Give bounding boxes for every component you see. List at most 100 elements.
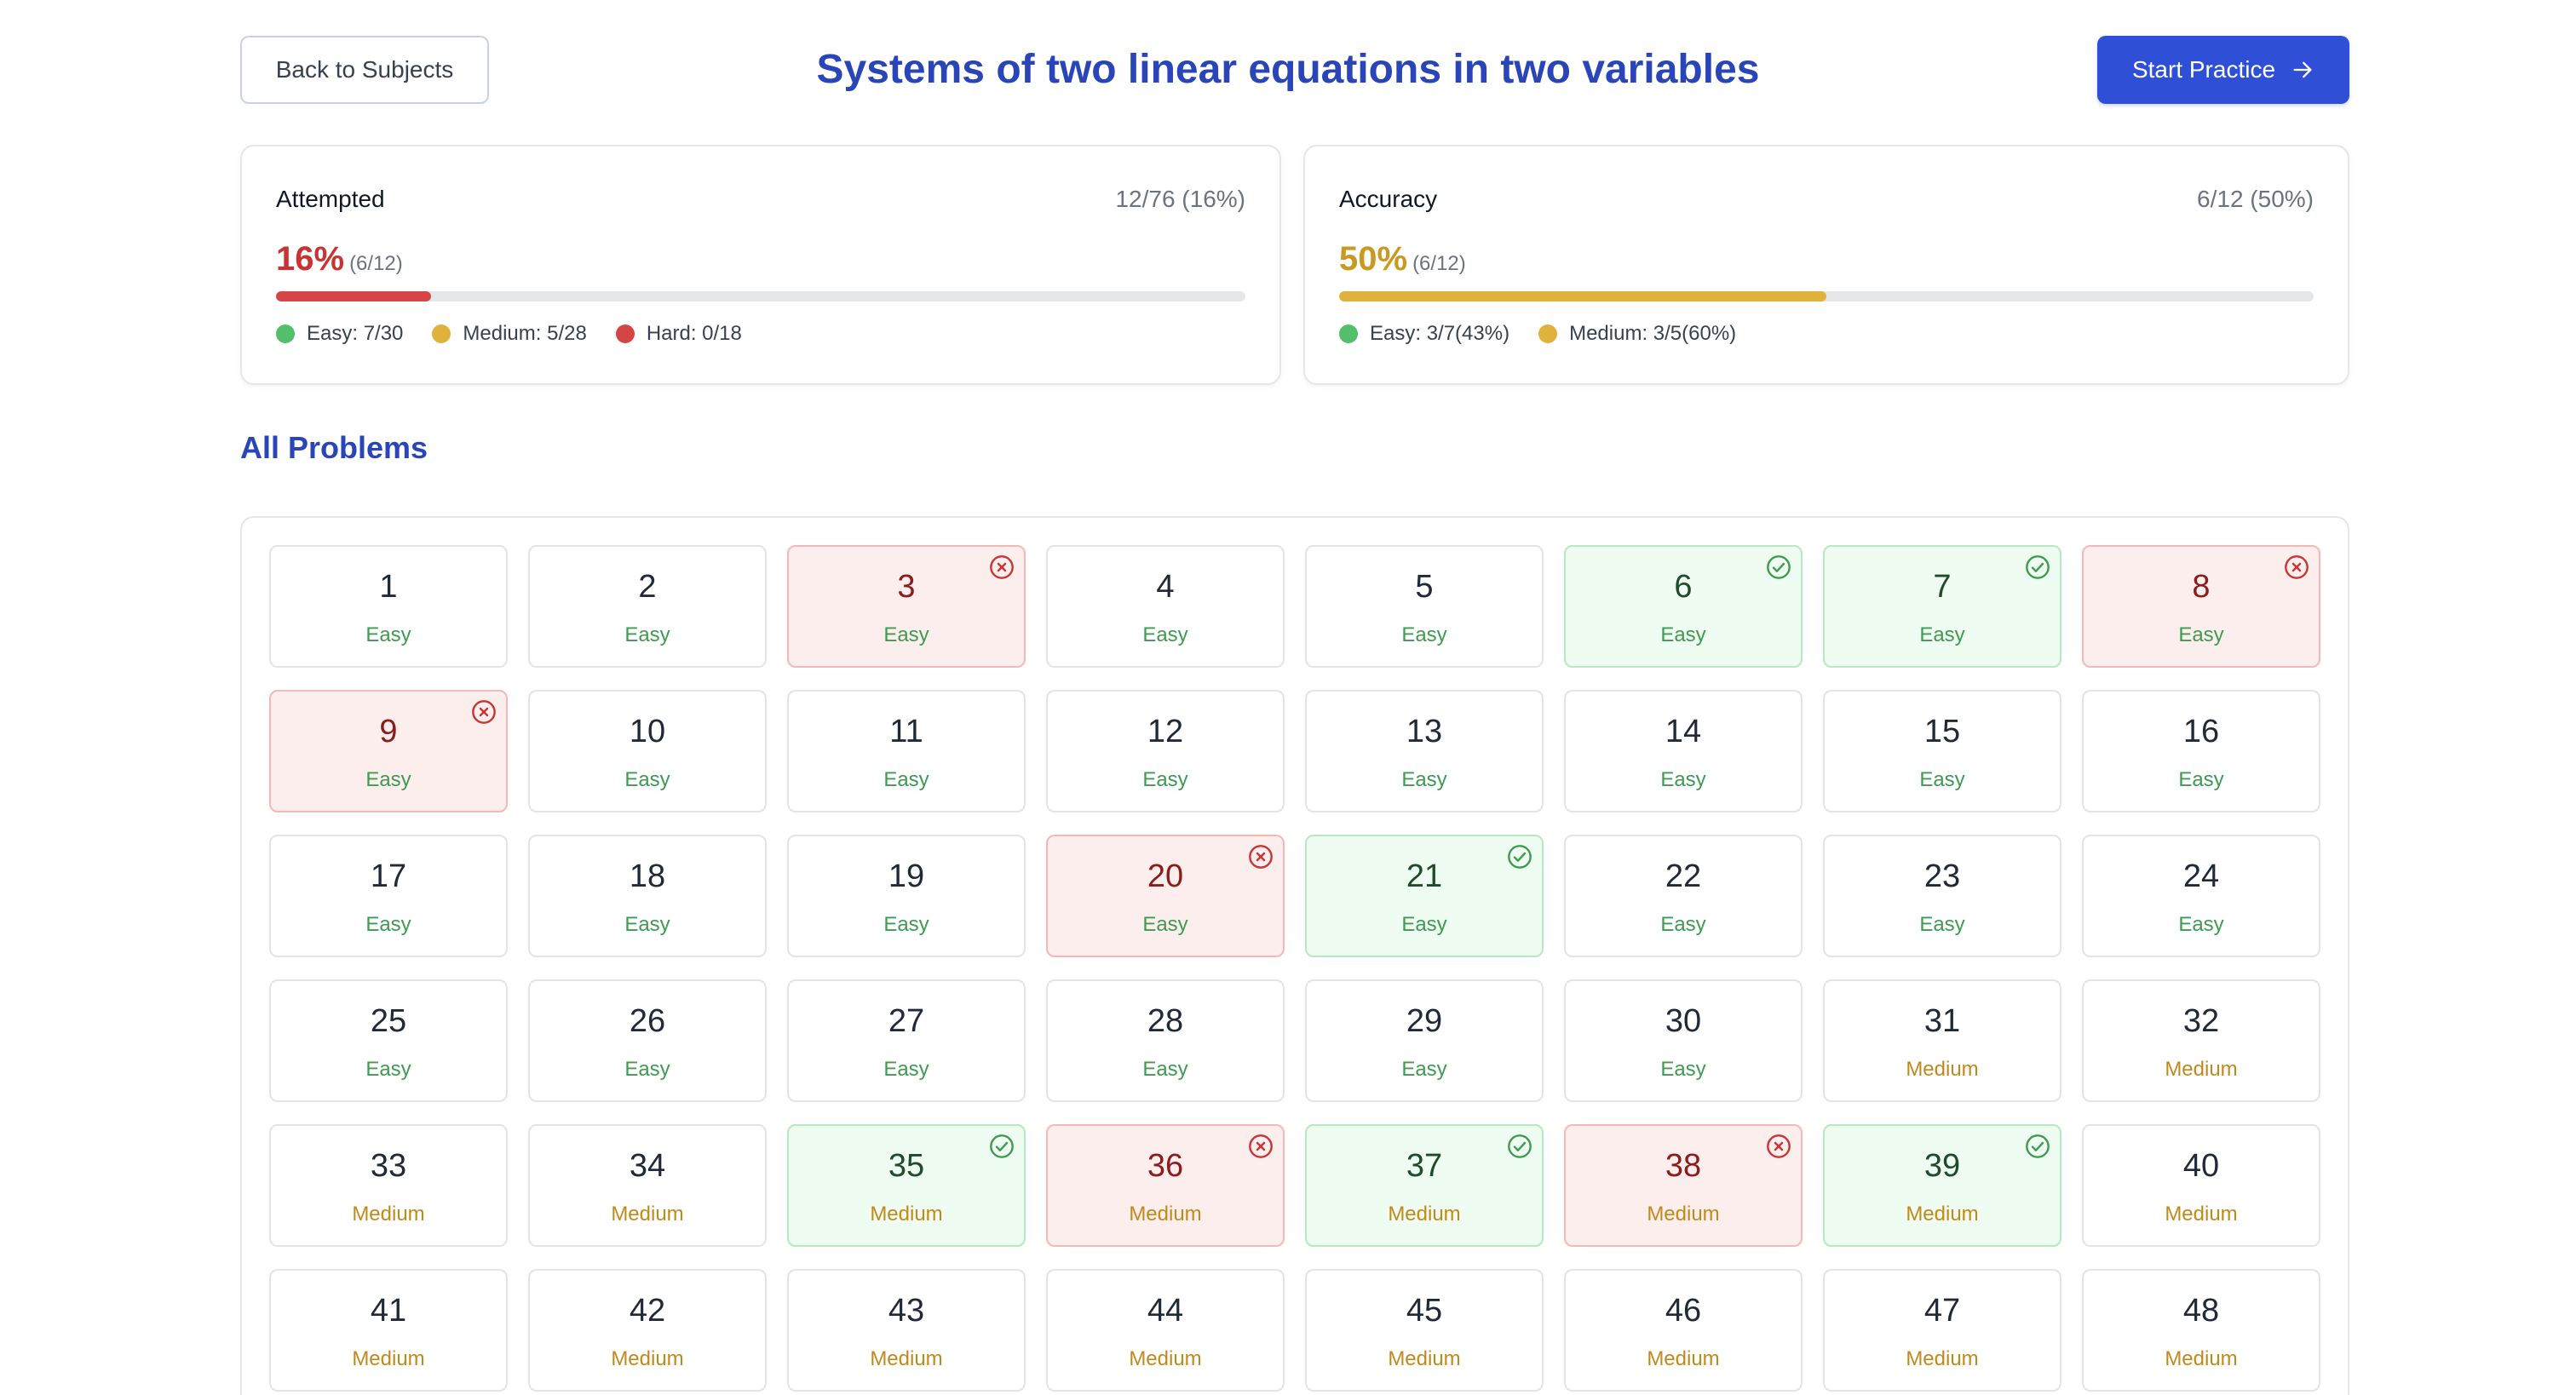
legend-dot-icon	[276, 324, 295, 343]
problem-number: 37	[1406, 1148, 1443, 1184]
problem-tile-47[interactable]: 47 Medium	[1823, 1269, 2061, 1392]
problem-tile-1[interactable]: 1 Easy	[269, 545, 508, 668]
problem-tile-31[interactable]: 31 Medium	[1823, 979, 2061, 1102]
problem-difficulty: Medium	[611, 1203, 684, 1226]
attempted-label: Attempted	[276, 186, 385, 212]
problem-difficulty: Easy	[1660, 1058, 1706, 1081]
problem-tile-43[interactable]: 43 Medium	[787, 1269, 1026, 1392]
problem-tile-34[interactable]: 34 Medium	[528, 1124, 767, 1247]
attempted-percent-sub: (6/12)	[349, 252, 403, 275]
page-title: Systems of two linear equations in two v…	[816, 47, 1760, 92]
problem-tile-39[interactable]: 39 Medium	[1823, 1124, 2061, 1247]
problem-difficulty: Medium	[1129, 1347, 1202, 1370]
problem-tile-14[interactable]: 14 Easy	[1564, 690, 1803, 812]
problem-number: 11	[889, 714, 923, 749]
problem-number: 21	[1406, 858, 1443, 894]
problem-difficulty: Medium	[1647, 1347, 1720, 1370]
problem-tile-25[interactable]: 25 Easy	[269, 979, 508, 1102]
problem-number: 10	[629, 714, 666, 749]
problem-number: 13	[1406, 714, 1443, 749]
problem-tile-48[interactable]: 48 Medium	[2082, 1269, 2320, 1392]
problem-tile-28[interactable]: 28 Easy	[1046, 979, 1285, 1102]
problem-tile-13[interactable]: 13 Easy	[1305, 690, 1544, 812]
problem-number: 40	[2182, 1148, 2220, 1184]
problem-tile-20[interactable]: 20 Easy	[1046, 835, 1285, 957]
problem-tile-40[interactable]: 40 Medium	[2082, 1124, 2320, 1247]
problem-tile-8[interactable]: 8 Easy	[2082, 545, 2320, 668]
problem-tile-33[interactable]: 33 Medium	[269, 1124, 508, 1247]
problem-tile-18[interactable]: 18 Easy	[528, 835, 767, 957]
problem-tile-19[interactable]: 19 Easy	[787, 835, 1026, 957]
problem-tile-22[interactable]: 22 Easy	[1564, 835, 1803, 957]
accuracy-progress-fill	[1339, 291, 1826, 301]
problem-tile-27[interactable]: 27 Easy	[787, 979, 1026, 1102]
problem-tile-16[interactable]: 16 Easy	[2082, 690, 2320, 812]
problem-tile-17[interactable]: 17 Easy	[269, 835, 508, 957]
problem-tile-4[interactable]: 4 Easy	[1046, 545, 1285, 668]
accuracy-progress-bar	[1339, 291, 2314, 301]
problem-tile-30[interactable]: 30 Easy	[1564, 979, 1803, 1102]
problem-tile-46[interactable]: 46 Medium	[1564, 1269, 1803, 1392]
problem-tile-15[interactable]: 15 Easy	[1823, 690, 2061, 812]
problem-number: 44	[1147, 1293, 1184, 1329]
problem-difficulty: Easy	[883, 913, 929, 936]
check-circle-icon	[1767, 555, 1791, 579]
accuracy-label: Accuracy	[1339, 186, 1438, 212]
accuracy-summary: 6/12 (50%)	[2197, 186, 2314, 212]
problem-tile-23[interactable]: 23 Easy	[1823, 835, 2061, 957]
problem-tile-38[interactable]: 38 Medium	[1564, 1124, 1803, 1247]
problem-tile-21[interactable]: 21 Easy	[1305, 835, 1544, 957]
problem-number: 3	[897, 569, 916, 605]
problem-tile-9[interactable]: 9 Easy	[269, 690, 508, 812]
problem-difficulty: Easy	[1142, 768, 1188, 791]
problem-tile-2[interactable]: 2 Easy	[528, 545, 767, 668]
problem-tile-3[interactable]: 3 Easy	[787, 545, 1026, 668]
problem-tile-32[interactable]: 32 Medium	[2082, 979, 2320, 1102]
problem-difficulty: Easy	[624, 913, 670, 936]
problem-tile-5[interactable]: 5 Easy	[1305, 545, 1544, 668]
problem-number: 9	[379, 714, 398, 749]
problem-number: 26	[629, 1003, 666, 1039]
problem-tile-26[interactable]: 26 Easy	[528, 979, 767, 1102]
problem-difficulty: Medium	[352, 1347, 425, 1370]
accuracy-card: Accuracy 6/12 (50%) 50% (6/12) Easy: 3/7(…	[1303, 145, 2349, 385]
problem-number: 2	[638, 569, 657, 605]
attempted-card: Attempted 12/76 (16%) 16% (6/12) Easy: 7/…	[240, 145, 1281, 385]
problem-tile-24[interactable]: 24 Easy	[2082, 835, 2320, 957]
problem-number: 24	[2182, 858, 2220, 894]
problem-number: 47	[1923, 1293, 1961, 1329]
problem-difficulty: Medium	[352, 1203, 425, 1226]
legend-dot-icon	[1339, 324, 1358, 343]
problem-number: 36	[1147, 1148, 1184, 1184]
problem-number: 22	[1665, 858, 1702, 894]
problem-tile-45[interactable]: 45 Medium	[1305, 1269, 1544, 1392]
problem-difficulty: Easy	[1142, 623, 1188, 646]
problem-tile-10[interactable]: 10 Easy	[528, 690, 767, 812]
problem-difficulty: Easy	[1919, 768, 1965, 791]
problem-number: 14	[1665, 714, 1702, 749]
problem-tile-44[interactable]: 44 Medium	[1046, 1269, 1285, 1392]
problem-difficulty: Medium	[2165, 1203, 2238, 1226]
x-circle-icon	[1767, 1134, 1791, 1158]
problem-tile-6[interactable]: 6 Easy	[1564, 545, 1803, 668]
problem-tile-7[interactable]: 7 Easy	[1823, 545, 2061, 668]
start-practice-button[interactable]: Start Practice	[2097, 36, 2349, 104]
attempted-percent-value: 16%	[276, 240, 345, 278]
attempted-progress-bar	[276, 291, 1245, 301]
problem-number: 35	[888, 1148, 925, 1184]
problem-tile-12[interactable]: 12 Easy	[1046, 690, 1285, 812]
attempted-legend-item: Hard: 0/18	[615, 322, 742, 346]
problem-tile-37[interactable]: 37 Medium	[1305, 1124, 1544, 1247]
legend-label: Medium: 5/28	[463, 322, 587, 345]
problem-difficulty: Easy	[365, 913, 411, 936]
problem-difficulty: Easy	[2178, 913, 2224, 936]
back-to-subjects-button[interactable]: Back to Subjects	[240, 36, 489, 104]
check-circle-icon	[990, 1134, 1014, 1158]
problem-tile-29[interactable]: 29 Easy	[1305, 979, 1544, 1102]
problem-tile-36[interactable]: 36 Medium	[1046, 1124, 1285, 1247]
problem-difficulty: Medium	[1129, 1203, 1202, 1226]
problem-tile-11[interactable]: 11 Easy	[787, 690, 1026, 812]
problem-tile-41[interactable]: 41 Medium	[269, 1269, 508, 1392]
problem-tile-35[interactable]: 35 Medium	[787, 1124, 1026, 1247]
problem-tile-42[interactable]: 42 Medium	[528, 1269, 767, 1392]
